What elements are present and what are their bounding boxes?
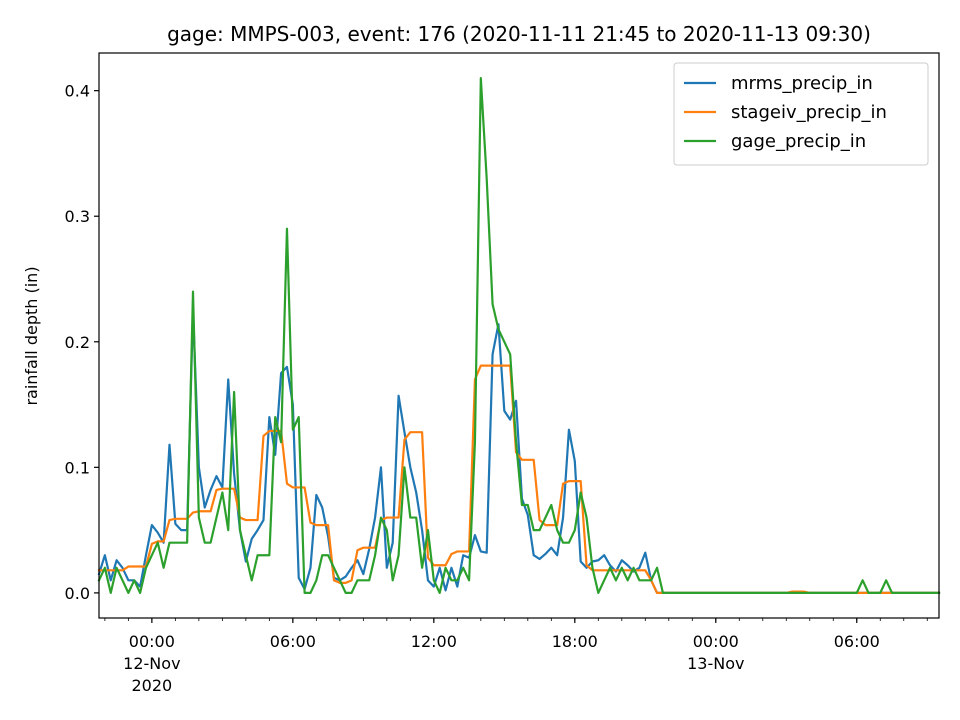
- x-tick-label: 06:00: [270, 632, 316, 651]
- y-tick-label: 0.0: [65, 584, 90, 603]
- chart-title: gage: MMPS-003, event: 176 (2020-11-11 2…: [167, 22, 871, 46]
- x-tick-label: 00:00: [129, 632, 175, 651]
- series-layer: [97, 77, 941, 594]
- y-tick-label: 0.2: [65, 333, 90, 352]
- y-tick-label: 0.4: [65, 82, 90, 101]
- x-tick-label: 2020: [132, 676, 173, 695]
- y-tick-label: 0.3: [65, 207, 90, 226]
- series-line-gage_precip_in: [97, 77, 941, 594]
- y-axis: 0.0 0.1 0.2 0.3 0.4: [65, 82, 99, 603]
- legend: mrms_precip_in stageiv_precip_in gage_prec…: [673, 62, 929, 166]
- legend-label: stageiv_precip_in: [731, 102, 887, 123]
- legend-label: mrms_precip_in: [731, 73, 873, 94]
- legend-label: gage_precip_in: [731, 131, 866, 152]
- legend-box: [673, 62, 929, 166]
- plot-area: 0.0 0.1 0.2 0.3 0.4 00:00 12-Nov 2020 06:00 12:0…: [65, 52, 941, 695]
- x-tick-label: 06:00: [834, 632, 880, 651]
- y-tick-label: 0.1: [65, 458, 90, 477]
- x-axis: 00:00 12-Nov 2020 06:00 12:00 18:00 00:00 13-No…: [104, 618, 928, 695]
- y-axis-label: rainfall depth (in): [22, 266, 41, 405]
- x-tick-label: 12:00: [411, 632, 457, 651]
- x-tick-label: 00:00: [693, 632, 739, 651]
- x-tick-label: 18:00: [552, 632, 598, 651]
- plot-frame: [98, 52, 940, 619]
- series-line-stageiv_precip_in: [97, 364, 941, 594]
- x-tick-label: 12-Nov: [123, 654, 180, 673]
- x-tick-label: 13-Nov: [687, 654, 744, 673]
